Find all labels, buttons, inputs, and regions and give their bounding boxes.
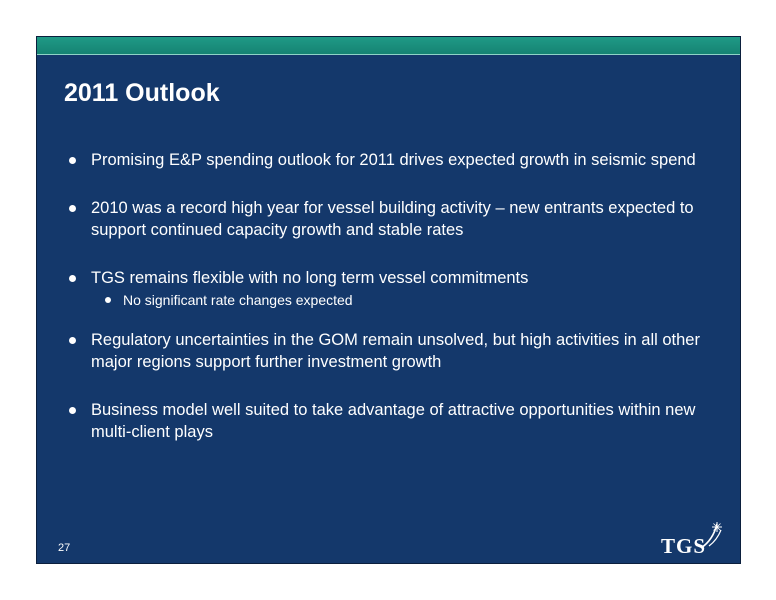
bullet-item: 2010 was a record high year for vessel b… bbox=[67, 197, 707, 241]
slide: 2011 Outlook Promising E&P spending outl… bbox=[36, 36, 741, 564]
bullet-item: Regulatory uncertainties in the GOM rema… bbox=[67, 329, 707, 373]
header-band bbox=[37, 37, 740, 54]
bullet-list: Promising E&P spending outlook for 2011 … bbox=[67, 149, 707, 469]
header-divider bbox=[37, 54, 740, 55]
logo-text: TGS bbox=[661, 534, 707, 558]
sub-bullet-item: No significant rate changes expected bbox=[91, 291, 707, 309]
bullet-item: Promising E&P spending outlook for 2011 … bbox=[67, 149, 707, 171]
bullet-text: TGS remains flexible with no long term v… bbox=[91, 269, 529, 287]
bullet-item: Business model well suited to take advan… bbox=[67, 399, 707, 443]
sub-bullet-list: No significant rate changes expected bbox=[91, 291, 707, 309]
slide-title: 2011 Outlook bbox=[64, 79, 220, 107]
tgs-logo: TGS bbox=[661, 518, 731, 558]
page-number: 27 bbox=[58, 542, 71, 554]
star-burst-icon bbox=[700, 522, 722, 549]
bullet-item: TGS remains flexible with no long term v… bbox=[67, 267, 707, 309]
